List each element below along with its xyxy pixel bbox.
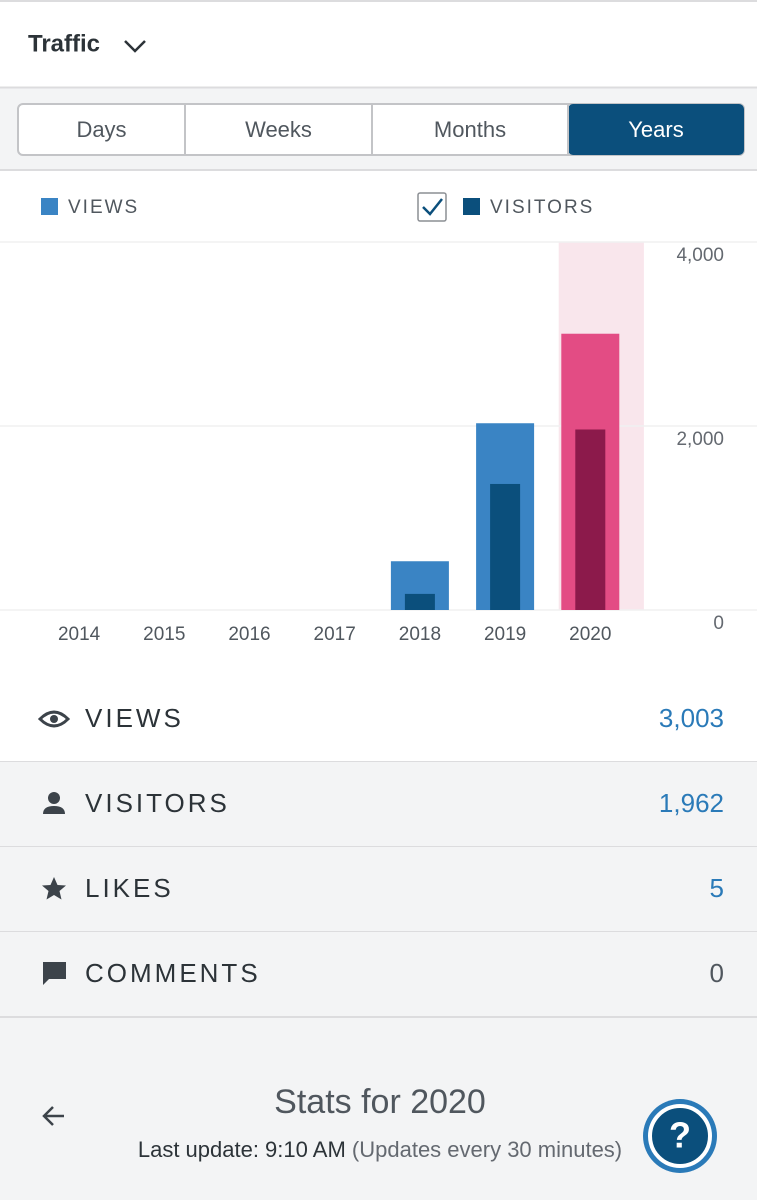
stat-row[interactable] (0, 932, 757, 1017)
top-border (0, 0, 757, 2)
back-arrow[interactable] (42, 1106, 64, 1126)
stat-label: COMMENTS (85, 958, 261, 988)
footer-band (0, 1018, 757, 1200)
eye-pupil (50, 715, 58, 723)
chart: 0 2,000 4,000 VIEWS VISITORS 2014 2015 2016 2017… (0, 197, 757, 645)
tab-active-bg (568, 104, 744, 155)
x-tick-label: 2020 (569, 624, 611, 645)
update-note: (Updates every 30 minutes) (352, 1137, 622, 1162)
legend-swatch (41, 198, 58, 215)
bar[interactable] (575, 429, 606, 610)
stat-value: 5 (710, 873, 724, 903)
icons (37, 710, 71, 985)
stats-list: VIEWS 3,003 VISITORS 1,962 LIKES 5 COMMENTS 0 (0, 677, 757, 1018)
footer-update: Last update: 9:10 AM (Updates every 30 m… (138, 1137, 622, 1162)
comment-icon (43, 962, 66, 985)
header-title[interactable]: Traffic (28, 30, 100, 57)
footer-title: Stats for 2020 (274, 1083, 486, 1121)
x-tick-label: 2015 (143, 624, 185, 645)
stat-label: VIEWS (85, 703, 184, 733)
star-icon (42, 877, 66, 900)
tab-group: Days Weeks Months Years (17, 103, 745, 156)
tab-label[interactable]: Weeks (245, 117, 312, 142)
y-tick-label: 0 (713, 613, 724, 634)
y-tick-label: 4,000 (676, 245, 724, 266)
tab-label[interactable]: Years (628, 117, 683, 142)
eye-icon (37, 710, 71, 728)
last-update: Last update: 9:10 AM (138, 1137, 346, 1162)
bar[interactable] (490, 483, 521, 610)
tab-label[interactable]: Months (434, 117, 506, 142)
stat-row[interactable] (0, 677, 757, 762)
x-tick-label: 2014 (58, 624, 101, 645)
help-label[interactable]: ? (669, 1115, 691, 1156)
legend-label[interactable]: VIEWS (68, 197, 139, 218)
stat-row[interactable] (0, 762, 757, 847)
person-icon-body (43, 806, 65, 814)
x-tick-label: 2016 (228, 624, 270, 645)
checkmark (422, 198, 443, 216)
stat-row[interactable] (0, 847, 757, 932)
stat-value: 3,003 (659, 703, 724, 733)
legend-label[interactable]: VISITORS (490, 197, 594, 218)
help-button-inner (648, 1104, 712, 1168)
stat-value: 1,962 (659, 788, 724, 818)
checkbox[interactable] (417, 192, 447, 222)
tab-label[interactable]: Days (76, 117, 126, 142)
dropdown-chevron[interactable] (124, 40, 146, 53)
y-tick-label: 2,000 (676, 429, 724, 450)
x-tick-label: 2018 (399, 624, 441, 645)
legend-swatch (463, 198, 480, 215)
bar[interactable] (404, 593, 435, 610)
person-icon-head (48, 792, 60, 804)
stat-label: VISITORS (85, 788, 230, 818)
stat-label: LIKES (85, 873, 174, 903)
x-tick-label: 2017 (314, 624, 356, 645)
stat-value: 0 (710, 958, 724, 988)
x-tick-label: 2019 (484, 624, 526, 645)
